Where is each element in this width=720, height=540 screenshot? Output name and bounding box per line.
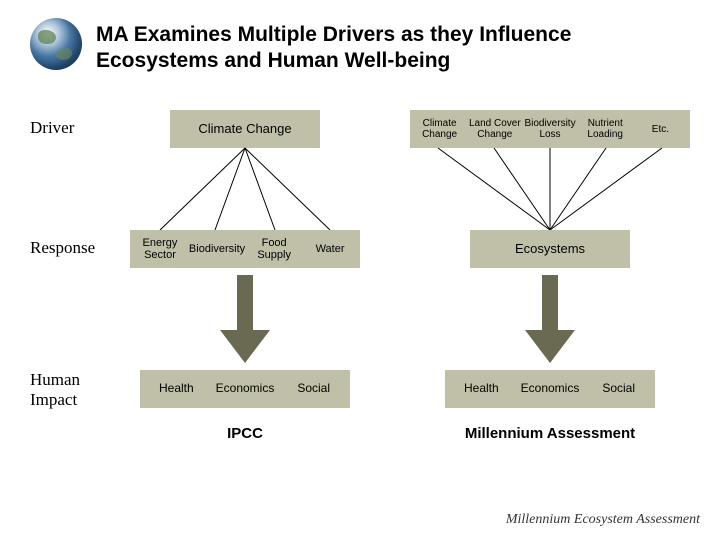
right-impact-1: Economics — [516, 382, 585, 395]
left-impact-2: Social — [279, 382, 348, 395]
right-impact-panel: Health Economics Social — [445, 370, 655, 408]
right-impact-0: Health — [447, 382, 516, 395]
right-fanin-lines — [410, 148, 690, 230]
left-response-0: Energy Sector — [132, 237, 188, 261]
right-arrow-icon — [525, 275, 575, 363]
left-response-1: Biodiversity — [188, 243, 246, 255]
right-driver-panel: Climate Change Land Cover Change Biodive… — [410, 110, 690, 148]
page-title: MA Examines Multiple Drivers as they Inf… — [96, 18, 690, 75]
left-bottom-label: IPCC — [130, 425, 360, 442]
left-driver-label: Climate Change — [170, 122, 320, 136]
left-impact-1: Economics — [211, 382, 280, 395]
diagram: Driver Response Human Impact Climate Cha… — [30, 110, 695, 490]
globe-icon — [30, 18, 82, 70]
left-arrow-icon — [220, 275, 270, 363]
right-driver-2: Biodiversity Loss — [522, 118, 577, 140]
right-response-label: Ecosystems — [470, 242, 630, 256]
left-response-panel: Energy Sector Biodiversity Food Supply W… — [130, 230, 360, 268]
right-impact-2: Social — [584, 382, 653, 395]
left-impact-panel: Health Economics Social — [140, 370, 350, 408]
right-response-panel: Ecosystems — [470, 230, 630, 268]
right-driver-3: Nutrient Loading — [578, 118, 633, 140]
row-label-driver: Driver — [30, 118, 74, 138]
row-label-response: Response — [30, 238, 95, 258]
footer-credit: Millennium Ecosystem Assessment — [506, 512, 700, 528]
right-bottom-label: Millennium Assessment — [410, 425, 690, 442]
right-driver-1: Land Cover Change — [467, 118, 522, 140]
row-label-impact: Human Impact — [30, 370, 80, 410]
left-response-3: Water — [302, 243, 358, 255]
left-response-2: Food Supply — [246, 237, 302, 261]
left-driver-panel: Climate Change — [170, 110, 320, 148]
right-driver-4: Etc. — [633, 124, 688, 135]
left-impact-0: Health — [142, 382, 211, 395]
right-driver-0: Climate Change — [412, 118, 467, 140]
left-fanout-lines — [130, 148, 360, 230]
